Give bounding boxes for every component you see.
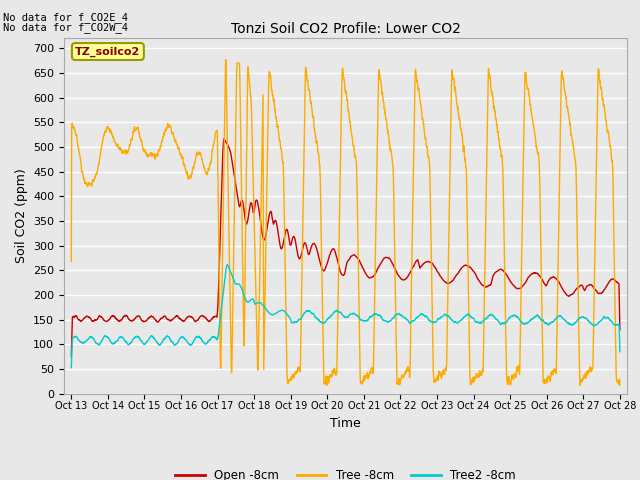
Text: No data for f_CO2W_4: No data for f_CO2W_4 <box>3 22 128 33</box>
Text: No data for f_CO2E_4: No data for f_CO2E_4 <box>3 12 128 23</box>
X-axis label: Time: Time <box>330 417 361 430</box>
Legend: Open -8cm, Tree -8cm, Tree2 -8cm: Open -8cm, Tree -8cm, Tree2 -8cm <box>170 465 521 480</box>
Text: TZ_soilco2: TZ_soilco2 <box>76 47 141 57</box>
Title: Tonzi Soil CO2 Profile: Lower CO2: Tonzi Soil CO2 Profile: Lower CO2 <box>230 22 461 36</box>
Y-axis label: Soil CO2 (ppm): Soil CO2 (ppm) <box>15 168 28 264</box>
